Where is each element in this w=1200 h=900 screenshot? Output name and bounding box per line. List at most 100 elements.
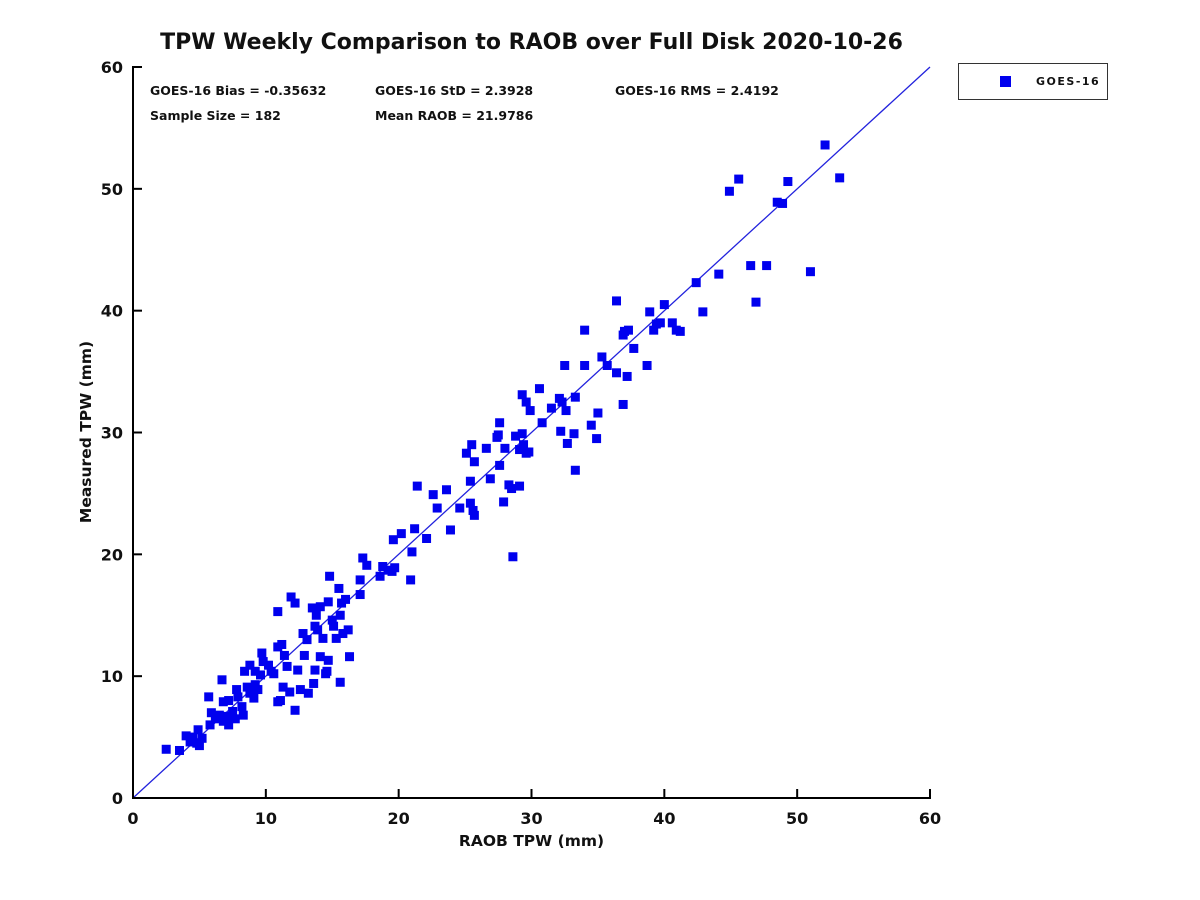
- scatter-point: [467, 440, 477, 450]
- scatter-point: [338, 629, 348, 639]
- scatter-point: [562, 438, 572, 448]
- scatter-point: [279, 650, 289, 660]
- scatter-point: [290, 705, 300, 715]
- scatter-point: [835, 173, 845, 183]
- scatter-point: [174, 745, 184, 755]
- y-tick-label: 30: [101, 424, 123, 443]
- scatter-point: [675, 326, 685, 336]
- scatter-point: [485, 474, 495, 484]
- scatter-point: [286, 592, 296, 602]
- scatter-point: [508, 552, 518, 562]
- scatter-point: [206, 708, 216, 718]
- scatter-point: [524, 447, 534, 457]
- scatter-point: [407, 547, 417, 557]
- scatter-point: [217, 675, 227, 685]
- scatter-point: [465, 476, 475, 486]
- scatter-point: [269, 669, 279, 679]
- scatter-point: [517, 390, 527, 400]
- x-tick-label: 10: [255, 809, 277, 828]
- scatter-point: [537, 418, 547, 428]
- scatter-point: [428, 490, 438, 500]
- scatter-point: [218, 697, 228, 707]
- scatter-point: [318, 633, 328, 643]
- scatter-point: [282, 661, 292, 671]
- scatter-point: [622, 371, 632, 381]
- scatter-point: [295, 685, 305, 695]
- scatter-point: [612, 368, 622, 378]
- scatter-point: [746, 261, 756, 271]
- scatter-point: [307, 603, 317, 613]
- scatter-point: [714, 269, 724, 279]
- scatter-point: [224, 696, 234, 706]
- scatter-point: [250, 666, 260, 676]
- scatter-point: [820, 140, 830, 150]
- scatter-point: [468, 505, 478, 515]
- scatter-point: [511, 431, 521, 441]
- x-tick-label: 30: [520, 809, 542, 828]
- scatter-point: [375, 571, 385, 581]
- scatter-point: [311, 610, 321, 620]
- x-tick-label: 50: [786, 809, 808, 828]
- y-axis-label: Measured TPW (mm): [77, 340, 95, 524]
- scatter-point: [218, 716, 228, 726]
- scatter-point: [441, 485, 451, 495]
- scatter-point: [355, 590, 365, 600]
- chart-title: TPW Weekly Comparison to RAOB over Full …: [160, 30, 903, 55]
- scatter-point: [778, 198, 788, 208]
- scatter-point: [303, 688, 313, 698]
- scatter-point: [315, 652, 325, 662]
- legend-box: GOES-16: [958, 63, 1108, 100]
- scatter-point: [302, 635, 312, 645]
- scatter-point: [561, 406, 571, 416]
- scatter-point: [422, 533, 432, 543]
- scatter-point: [461, 448, 471, 458]
- scatter-point: [250, 680, 260, 690]
- scatter-point: [309, 678, 319, 688]
- scatter-point: [580, 325, 590, 335]
- scatter-point: [181, 731, 191, 741]
- scatter-point: [534, 384, 544, 394]
- scatter-point: [299, 650, 309, 660]
- scatter-point: [256, 670, 266, 680]
- scatter-point: [277, 639, 287, 649]
- y-tick-label: 40: [101, 302, 123, 321]
- scatter-point: [649, 325, 659, 335]
- legend-marker-square-icon: [1000, 76, 1011, 87]
- scatter-point: [341, 594, 351, 604]
- scatter-point: [240, 666, 250, 676]
- scatter-point: [355, 575, 365, 585]
- scatter-point: [335, 677, 345, 687]
- y-tick-label: 50: [101, 180, 123, 199]
- y-tick-label: 20: [101, 545, 123, 564]
- scatter-point: [525, 406, 535, 416]
- scatter-point: [593, 408, 603, 418]
- scatter-point: [629, 343, 639, 353]
- scatter-point: [205, 720, 215, 730]
- scatter-point: [612, 296, 622, 306]
- scatter-point: [197, 733, 207, 743]
- scatter-point: [245, 688, 255, 698]
- stat-mean-raob: Mean RAOB = 21.9786: [375, 108, 534, 123]
- scatter-point: [233, 692, 243, 702]
- x-tick-label: 40: [653, 809, 675, 828]
- scatter-point: [298, 629, 308, 639]
- scatter-point: [645, 307, 655, 317]
- stat-sample-size: Sample Size = 182: [150, 108, 281, 123]
- scatter-point: [751, 297, 761, 307]
- scatter-point: [232, 685, 242, 695]
- scatter-point: [445, 525, 455, 535]
- scatter-point: [412, 481, 422, 491]
- scatter-point: [325, 571, 335, 581]
- scatter-point: [242, 682, 252, 692]
- scatter-point: [238, 710, 248, 720]
- x-tick-label: 0: [127, 809, 138, 828]
- scatter-point: [493, 430, 503, 440]
- scatter-point: [161, 744, 171, 754]
- scatter-point: [224, 720, 234, 730]
- scatter-point: [623, 325, 633, 335]
- scatter-point: [515, 481, 525, 491]
- scatter-point: [495, 418, 505, 428]
- scatter-point: [327, 615, 337, 625]
- scatter-point: [410, 524, 420, 534]
